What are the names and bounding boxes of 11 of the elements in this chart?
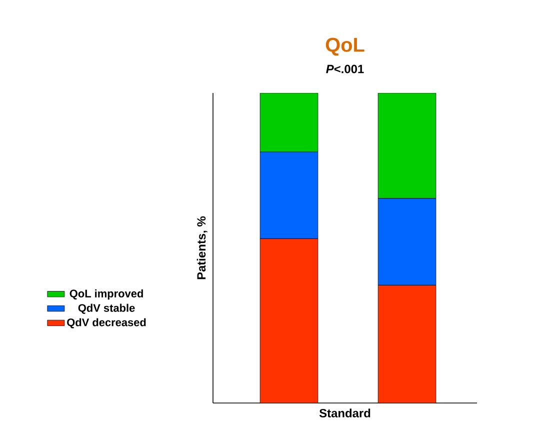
legend-label: QdV stable	[78, 304, 135, 314]
bar	[260, 238, 318, 403]
legend-label: QoL improved	[70, 289, 143, 300]
chart-title: QoL	[326, 38, 364, 56]
legend-label: QdV decreased	[67, 318, 146, 328]
bar	[378, 92, 436, 199]
y-axis-title: Patients, %	[196, 216, 208, 280]
bar	[260, 92, 318, 152]
x-axis-title: Standard	[319, 408, 370, 418]
bar	[378, 285, 436, 403]
chart-subtitle: P<.001	[326, 64, 364, 74]
